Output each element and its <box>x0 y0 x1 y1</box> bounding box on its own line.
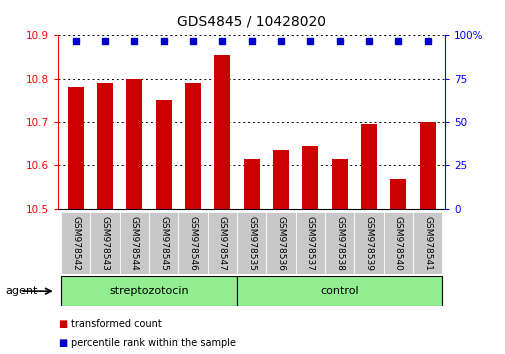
Text: GSM978536: GSM978536 <box>276 216 285 271</box>
Text: control: control <box>320 286 359 296</box>
Text: transformed count: transformed count <box>71 319 161 329</box>
Text: agent: agent <box>5 286 37 296</box>
Bar <box>90 212 120 274</box>
Text: GSM978542: GSM978542 <box>71 216 80 271</box>
Text: GSM978547: GSM978547 <box>218 216 226 271</box>
Text: GSM978546: GSM978546 <box>188 216 197 271</box>
Bar <box>360 124 376 209</box>
Bar <box>237 276 441 306</box>
Bar <box>126 79 142 209</box>
Text: GDS4845 / 10428020: GDS4845 / 10428020 <box>177 14 326 28</box>
Bar <box>61 212 90 274</box>
Bar <box>156 101 172 209</box>
Bar <box>61 276 237 306</box>
Bar <box>178 212 208 274</box>
Bar <box>68 87 84 209</box>
Text: GSM978537: GSM978537 <box>306 216 314 271</box>
Bar <box>185 83 201 209</box>
Bar <box>266 212 295 274</box>
Bar <box>237 212 266 274</box>
Text: GSM978545: GSM978545 <box>159 216 168 271</box>
Bar <box>120 212 149 274</box>
Bar <box>389 178 406 209</box>
Text: GSM978539: GSM978539 <box>364 216 373 271</box>
Bar <box>149 212 178 274</box>
Bar <box>301 146 318 209</box>
Text: ■: ■ <box>58 319 67 329</box>
Text: GSM978540: GSM978540 <box>393 216 402 271</box>
Bar <box>243 159 259 209</box>
Text: GSM978544: GSM978544 <box>130 216 139 271</box>
Bar <box>214 55 230 209</box>
Bar <box>354 212 383 274</box>
Text: GSM978535: GSM978535 <box>247 216 256 271</box>
Bar <box>273 150 288 209</box>
Text: GSM978541: GSM978541 <box>422 216 431 271</box>
Bar <box>412 212 441 274</box>
Bar <box>208 212 237 274</box>
Text: GSM978543: GSM978543 <box>100 216 110 271</box>
Bar <box>324 212 353 274</box>
Bar <box>295 212 324 274</box>
Bar <box>97 83 113 209</box>
Bar <box>419 122 435 209</box>
Bar <box>331 159 347 209</box>
Text: ■: ■ <box>58 338 67 348</box>
Text: streptozotocin: streptozotocin <box>109 286 188 296</box>
Text: percentile rank within the sample: percentile rank within the sample <box>71 338 235 348</box>
Text: GSM978538: GSM978538 <box>334 216 343 271</box>
Bar <box>383 212 412 274</box>
